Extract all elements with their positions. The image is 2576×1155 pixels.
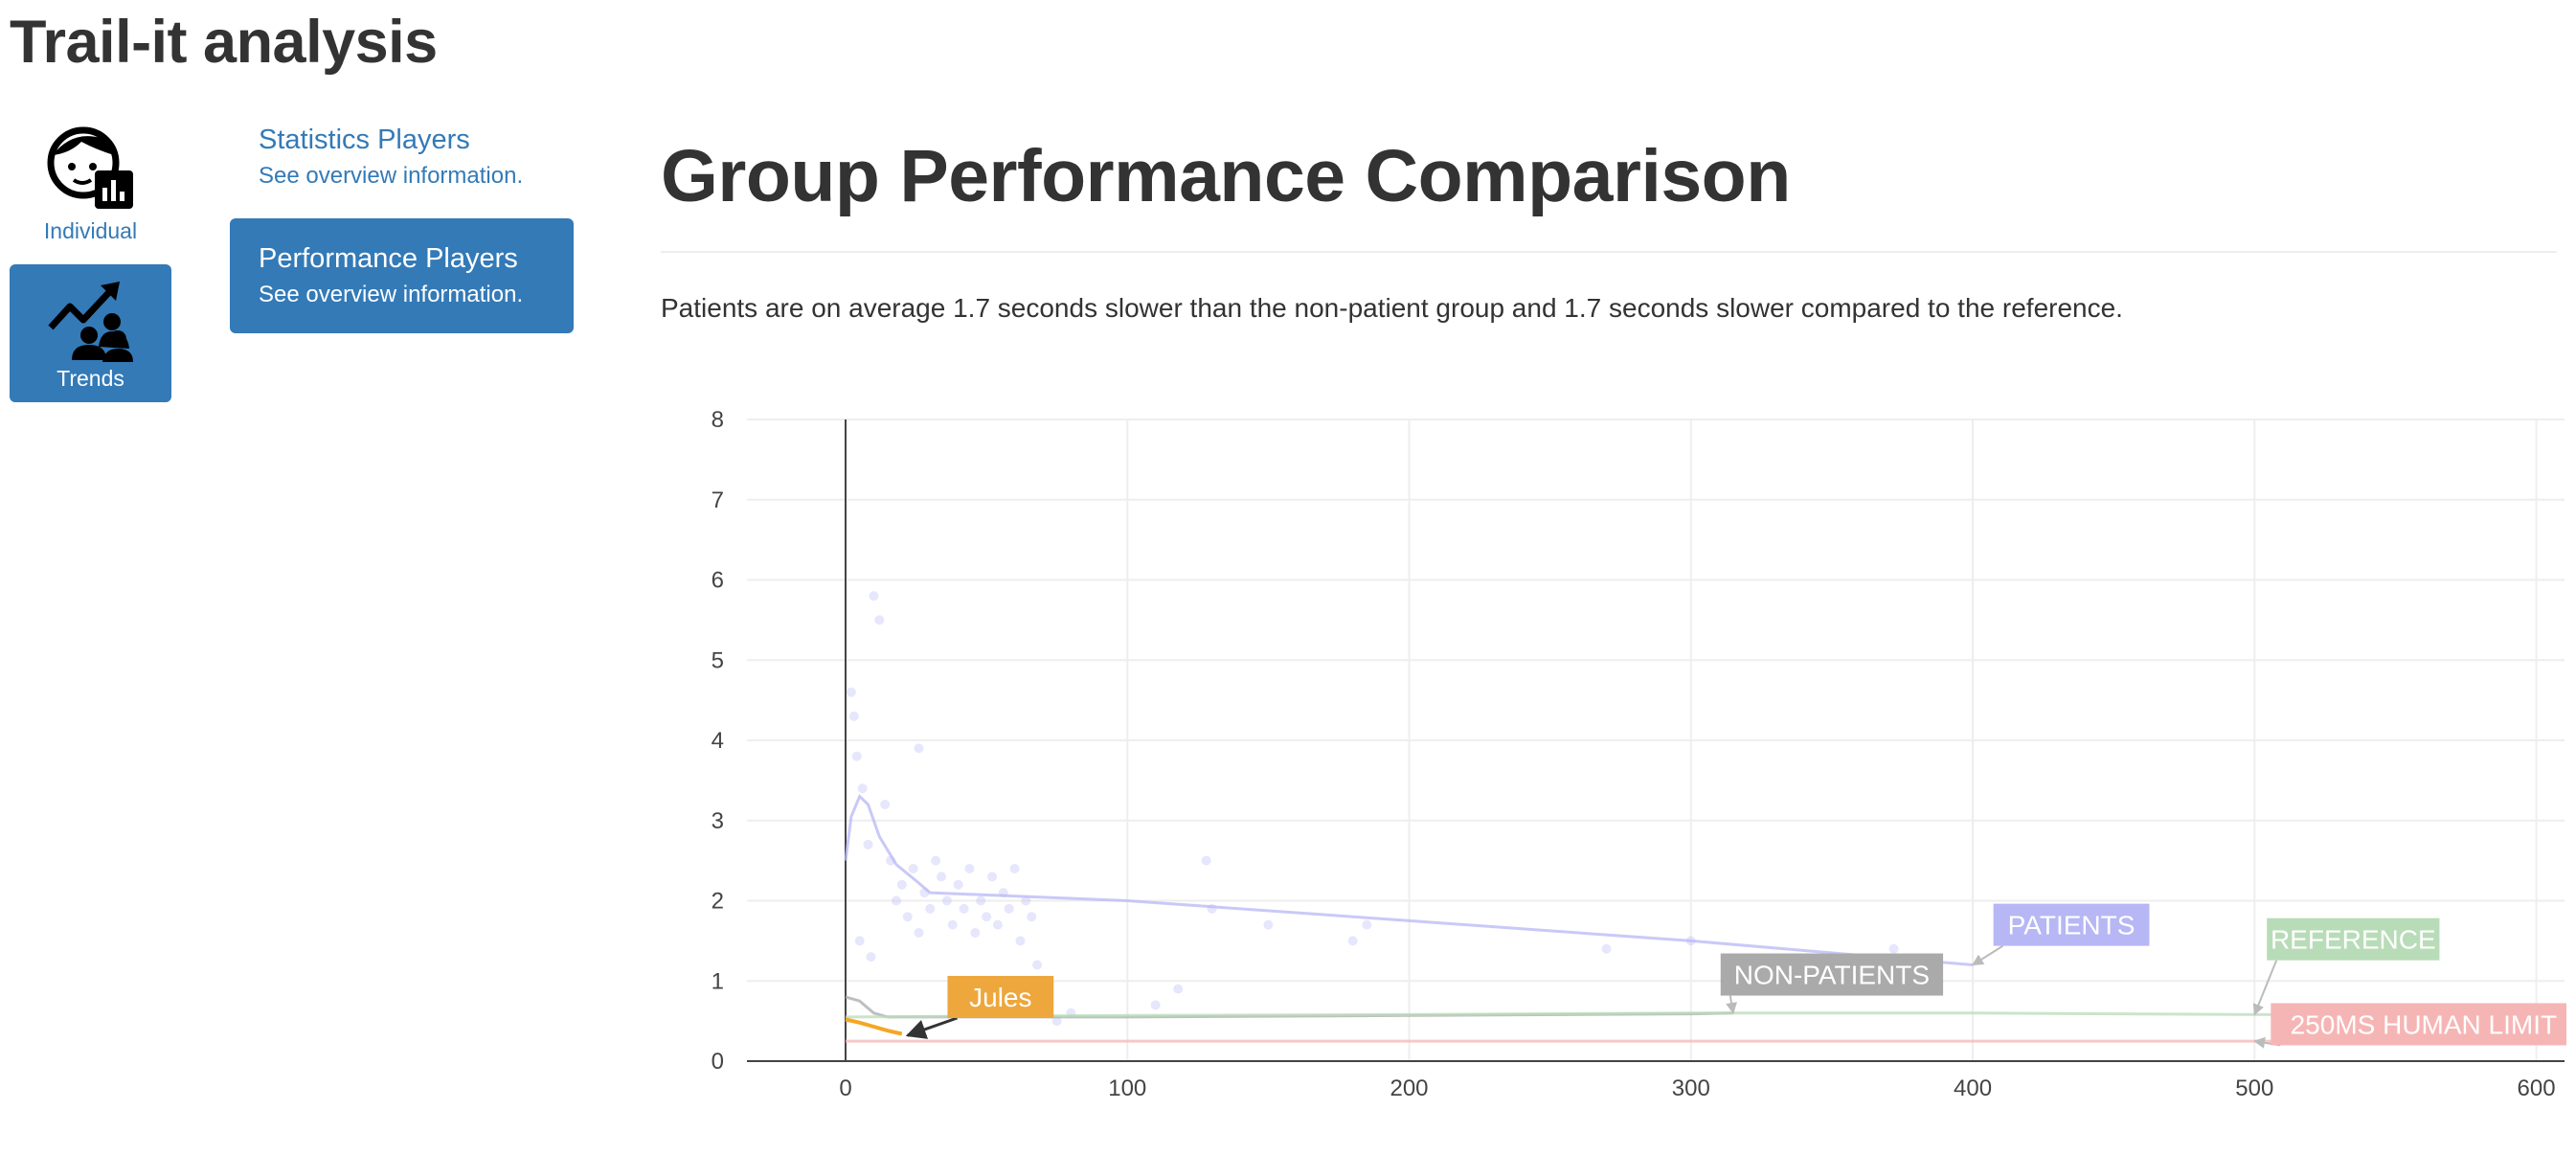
trend-users-icon [47, 282, 133, 362]
x-tick-label: 400 [1954, 1076, 1992, 1101]
data-point [914, 928, 924, 938]
page-title: Group Performance Comparison [661, 135, 1791, 217]
data-point [959, 903, 969, 914]
data-point [1009, 864, 1020, 873]
data-point [987, 872, 998, 882]
x-tick-label: 600 [2518, 1076, 2556, 1101]
data-point [1201, 855, 1211, 866]
data-point [982, 912, 992, 922]
annotation-label-bg [1993, 903, 2150, 946]
annotation-label: REFERENCE [2271, 925, 2436, 955]
data-point [866, 952, 876, 962]
data-point [1027, 912, 1037, 922]
data-point [869, 591, 879, 601]
app-title: Trail-it analysis [10, 9, 438, 76]
data-point [848, 711, 859, 721]
nav-tile-individual[interactable]: Individual [10, 113, 171, 247]
nav-tile-trends[interactable]: Trends [10, 264, 171, 402]
annotation-label-bg [1720, 953, 1944, 996]
data-point [914, 743, 924, 754]
data-point [874, 615, 885, 625]
annotation-arrow [1972, 944, 2004, 966]
data-point [908, 864, 918, 873]
data-point [1347, 936, 1358, 946]
nav-tile-label: Trends [56, 366, 124, 391]
data-point [941, 895, 952, 906]
data-point [1601, 943, 1612, 954]
annotation-label-bg [2267, 917, 2440, 961]
summary-text: Patients are on average 1.7 seconds slow… [661, 293, 2123, 323]
data-point [1051, 1016, 1062, 1027]
submenu-item-description: See overview information. [259, 163, 524, 189]
annotation-label: PATIENTS [2008, 911, 2135, 940]
y-tick-label: 0 [712, 1049, 724, 1075]
y-tick-label: 5 [712, 647, 724, 673]
data-point [953, 879, 963, 890]
heading-divider [661, 251, 2557, 253]
annotation-label-bg [2271, 1003, 2566, 1046]
x-tick-label: 200 [1390, 1076, 1428, 1101]
y-tick-label: 6 [712, 568, 724, 594]
annotation-label-bg [947, 976, 1054, 1018]
data-point [1021, 895, 1031, 906]
data-point [925, 903, 936, 914]
data-point [976, 895, 986, 906]
submenu-item-title: Performance Players [259, 243, 518, 274]
submenu-item-description: See overview information. [259, 282, 524, 307]
x-tick-label: 100 [1108, 1076, 1146, 1101]
y-tick-label: 4 [712, 728, 724, 754]
submenu-item-statistics-players[interactable]: Statistics Players See overview informat… [230, 113, 574, 199]
annotation-label: NON-PATIENTS [1734, 961, 1930, 990]
data-point [857, 783, 868, 794]
data-point [947, 919, 958, 930]
data-point [1150, 1000, 1161, 1010]
data-point [863, 839, 873, 849]
performance-chart[interactable]: 0 100 200 300 400 500 600 0 1 2 3 4 5 6 7 8 PATIENTS NON-… [670, 383, 2566, 1130]
annotation-arrow [2252, 960, 2278, 1016]
data-point [992, 919, 1003, 930]
submenu-item-performance-players[interactable]: Performance Players See overview informa… [230, 218, 574, 333]
nav-tile-label: Individual [43, 218, 138, 243]
data-point [1263, 919, 1274, 930]
series-line [844, 794, 1974, 966]
data-point [854, 936, 865, 946]
face-chart-icon [47, 126, 133, 209]
x-tick-label: 500 [2235, 1076, 2273, 1101]
data-point [1888, 943, 1899, 954]
data-point [896, 879, 907, 890]
y-tick-label: 7 [712, 487, 724, 513]
y-tick-label: 3 [712, 808, 724, 834]
data-point [1032, 960, 1043, 970]
data-point [964, 864, 975, 873]
data-point [891, 895, 901, 906]
data-point [1362, 919, 1372, 930]
data-point [880, 800, 891, 809]
data-point [1015, 936, 1026, 946]
data-point [937, 872, 947, 882]
data-point [846, 687, 856, 697]
annotation-arrow [1726, 995, 1737, 1014]
data-point [1004, 903, 1014, 914]
submenu-item-title: Statistics Players [259, 125, 470, 155]
x-tick-label: 0 [839, 1076, 851, 1101]
y-tick-label: 1 [712, 968, 724, 994]
data-point [931, 855, 941, 866]
data-point [1173, 984, 1184, 994]
data-point [851, 751, 862, 761]
x-tick-label: 300 [1672, 1076, 1710, 1101]
series-line [845, 1017, 903, 1036]
annotation-label: 250MS HUMAN LIMIT [2291, 1009, 2558, 1039]
y-tick-label: 2 [712, 889, 724, 915]
data-point [902, 912, 913, 922]
data-point [970, 928, 981, 938]
y-tick-label: 8 [712, 407, 724, 433]
annotation-arrow [905, 1016, 958, 1039]
annotation-label: Jules [969, 983, 1031, 1012]
